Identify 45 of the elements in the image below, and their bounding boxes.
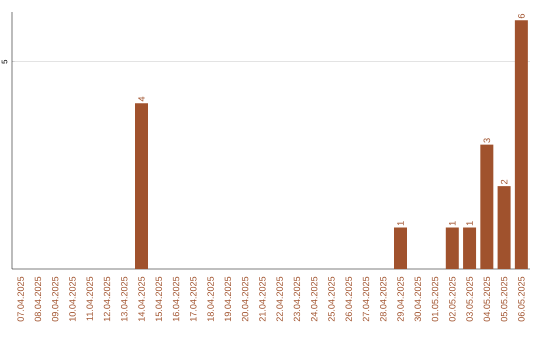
x-tick-label: 02.05.2025 xyxy=(449,276,456,322)
x-tick-label: 03.05.2025 xyxy=(466,276,473,322)
x-tick-label: 12.04.2025 xyxy=(104,276,110,322)
x-tick-label: 11.04.2025 xyxy=(86,276,93,320)
x-tick-label: 26.04.2025 xyxy=(345,276,352,322)
x-tick-label: 25.04.2025 xyxy=(328,276,335,322)
x-tick-label: 15.04.2025 xyxy=(156,276,162,322)
x-tick-label: 19.04.2025 xyxy=(224,276,232,322)
x-tick-label: 16.04.2025 xyxy=(172,276,180,322)
x-tick-label: 07.04.2025 xyxy=(17,276,24,322)
x-tick-label: 27.04.2025 xyxy=(362,276,370,322)
x-tick-label: 23.04.2025 xyxy=(294,276,300,322)
x-tick-label: 21.04.2025 xyxy=(259,276,266,322)
x-tick-label: 20.04.2025 xyxy=(242,276,248,322)
x-tick-label: 29.04.2025 xyxy=(397,276,404,322)
data-label: 3 xyxy=(484,138,490,143)
bar xyxy=(514,20,528,269)
y-tick-label: 5 xyxy=(2,60,8,64)
x-tick-label: 18.04.2025 xyxy=(207,276,214,322)
data-label: 1 xyxy=(466,221,473,226)
bar xyxy=(394,228,407,269)
x-tick-label: 09.04.2025 xyxy=(52,276,58,322)
x-tick-label: 01.05.2025 xyxy=(432,276,438,322)
x-tick-label: 14.04.2025 xyxy=(138,276,145,322)
x-tick-label: 06.05.2025 xyxy=(518,276,525,322)
x-tick-label: 04.05.2025 xyxy=(484,276,490,322)
bar xyxy=(498,186,511,269)
data-label: 6 xyxy=(518,14,525,18)
bar xyxy=(446,228,459,269)
x-tick-label: 17.04.2025 xyxy=(190,276,197,322)
x-tick-label: 28.04.2025 xyxy=(380,276,386,322)
bar xyxy=(135,103,148,269)
data-label: 1 xyxy=(449,221,456,226)
bar xyxy=(463,228,476,269)
bar xyxy=(480,144,494,269)
data-label: 4 xyxy=(138,96,145,102)
x-tick-label: 05.05.2025 xyxy=(500,276,508,322)
x-tick-label: 13.04.2025 xyxy=(121,276,128,322)
x-tick-label: 30.04.2025 xyxy=(414,276,421,322)
x-tick-label: 10.04.2025 xyxy=(69,276,76,322)
data-label: 2 xyxy=(500,180,508,184)
x-tick-label: 08.04.2025 xyxy=(34,276,42,322)
x-tick-label: 22.04.2025 xyxy=(276,276,283,322)
x-tick-label: 24.04.2025 xyxy=(310,276,318,322)
data-label: 1 xyxy=(397,221,404,226)
